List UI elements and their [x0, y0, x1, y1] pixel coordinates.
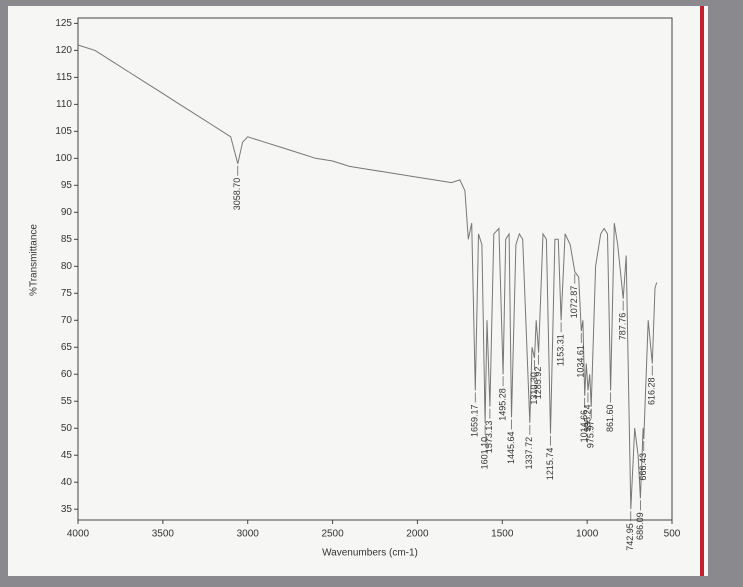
y-tick-label: 100	[55, 153, 72, 164]
y-tick-label: 90	[61, 207, 73, 218]
x-tick-label: 1500	[491, 529, 514, 540]
y-tick-label: 70	[61, 315, 73, 326]
peak-label: 1337.72	[524, 437, 534, 470]
plot-frame	[77, 17, 673, 521]
y-tick-label: 35	[61, 504, 73, 515]
peak-label: 1215.74	[545, 448, 555, 481]
paper	[8, 6, 708, 576]
y-tick-label: 125	[55, 18, 72, 29]
peak-label: 1014.66	[579, 410, 589, 443]
paper-edge	[700, 6, 704, 576]
peak-label: 1495.28	[497, 388, 507, 421]
y-axis-label: %Transmittance	[29, 224, 40, 296]
x-tick-label: 2000	[406, 529, 429, 540]
x-tick-label: 3500	[152, 529, 175, 540]
peak-label: 742.95	[625, 523, 635, 551]
y-tick-label: 60	[61, 369, 73, 380]
peak-label: 1285.92	[533, 367, 543, 400]
x-axis-label: Wavenumbers (cm-1)	[322, 548, 418, 559]
peak-label: 1601.10	[480, 437, 490, 470]
y-tick-label: 95	[61, 180, 73, 191]
y-tick-label: 115	[56, 72, 72, 83]
peak-label: 3058.70	[232, 178, 242, 211]
y-tick-label: 55	[61, 396, 73, 407]
y-tick-label: 110	[56, 99, 72, 110]
x-tick-label: 1000	[576, 529, 599, 540]
y-tick-label: 40	[61, 477, 73, 488]
peak-label: 995.24	[582, 404, 592, 432]
y-tick-label: 65	[61, 342, 73, 353]
peak-label: 975.97	[586, 421, 596, 449]
peak-label: 1445.64	[506, 431, 516, 464]
y-tick-label: 80	[61, 261, 73, 272]
peak-label: 1153.31	[555, 334, 565, 366]
y-tick-label: 45	[61, 450, 73, 461]
peak-label: 787.76	[618, 313, 628, 341]
peak-label: 1072.87	[569, 286, 579, 319]
spectrum-line	[77, 44, 658, 510]
peak-label: 686.09	[635, 512, 645, 540]
peak-label: 666.43	[638, 453, 648, 481]
x-tick-label: 500	[664, 529, 681, 540]
y-tick-label: 85	[61, 234, 73, 245]
y-tick-label: 105	[55, 126, 72, 137]
peak-label: 1310.30	[529, 372, 539, 405]
y-tick-label: 75	[61, 288, 73, 299]
y-tick-label: 50	[61, 423, 73, 434]
peak-label: 1034.61	[576, 345, 586, 378]
peak-label: 1659.17	[470, 404, 480, 437]
x-tick-label: 4000	[67, 529, 90, 540]
x-tick-label: 2500	[321, 529, 344, 540]
x-tick-label: 3000	[237, 529, 260, 540]
peak-label: 1573.13	[484, 421, 494, 454]
peak-label: 616.28	[647, 377, 657, 405]
y-tick-label: 120	[55, 45, 72, 56]
peak-label: 861.60	[605, 404, 615, 432]
